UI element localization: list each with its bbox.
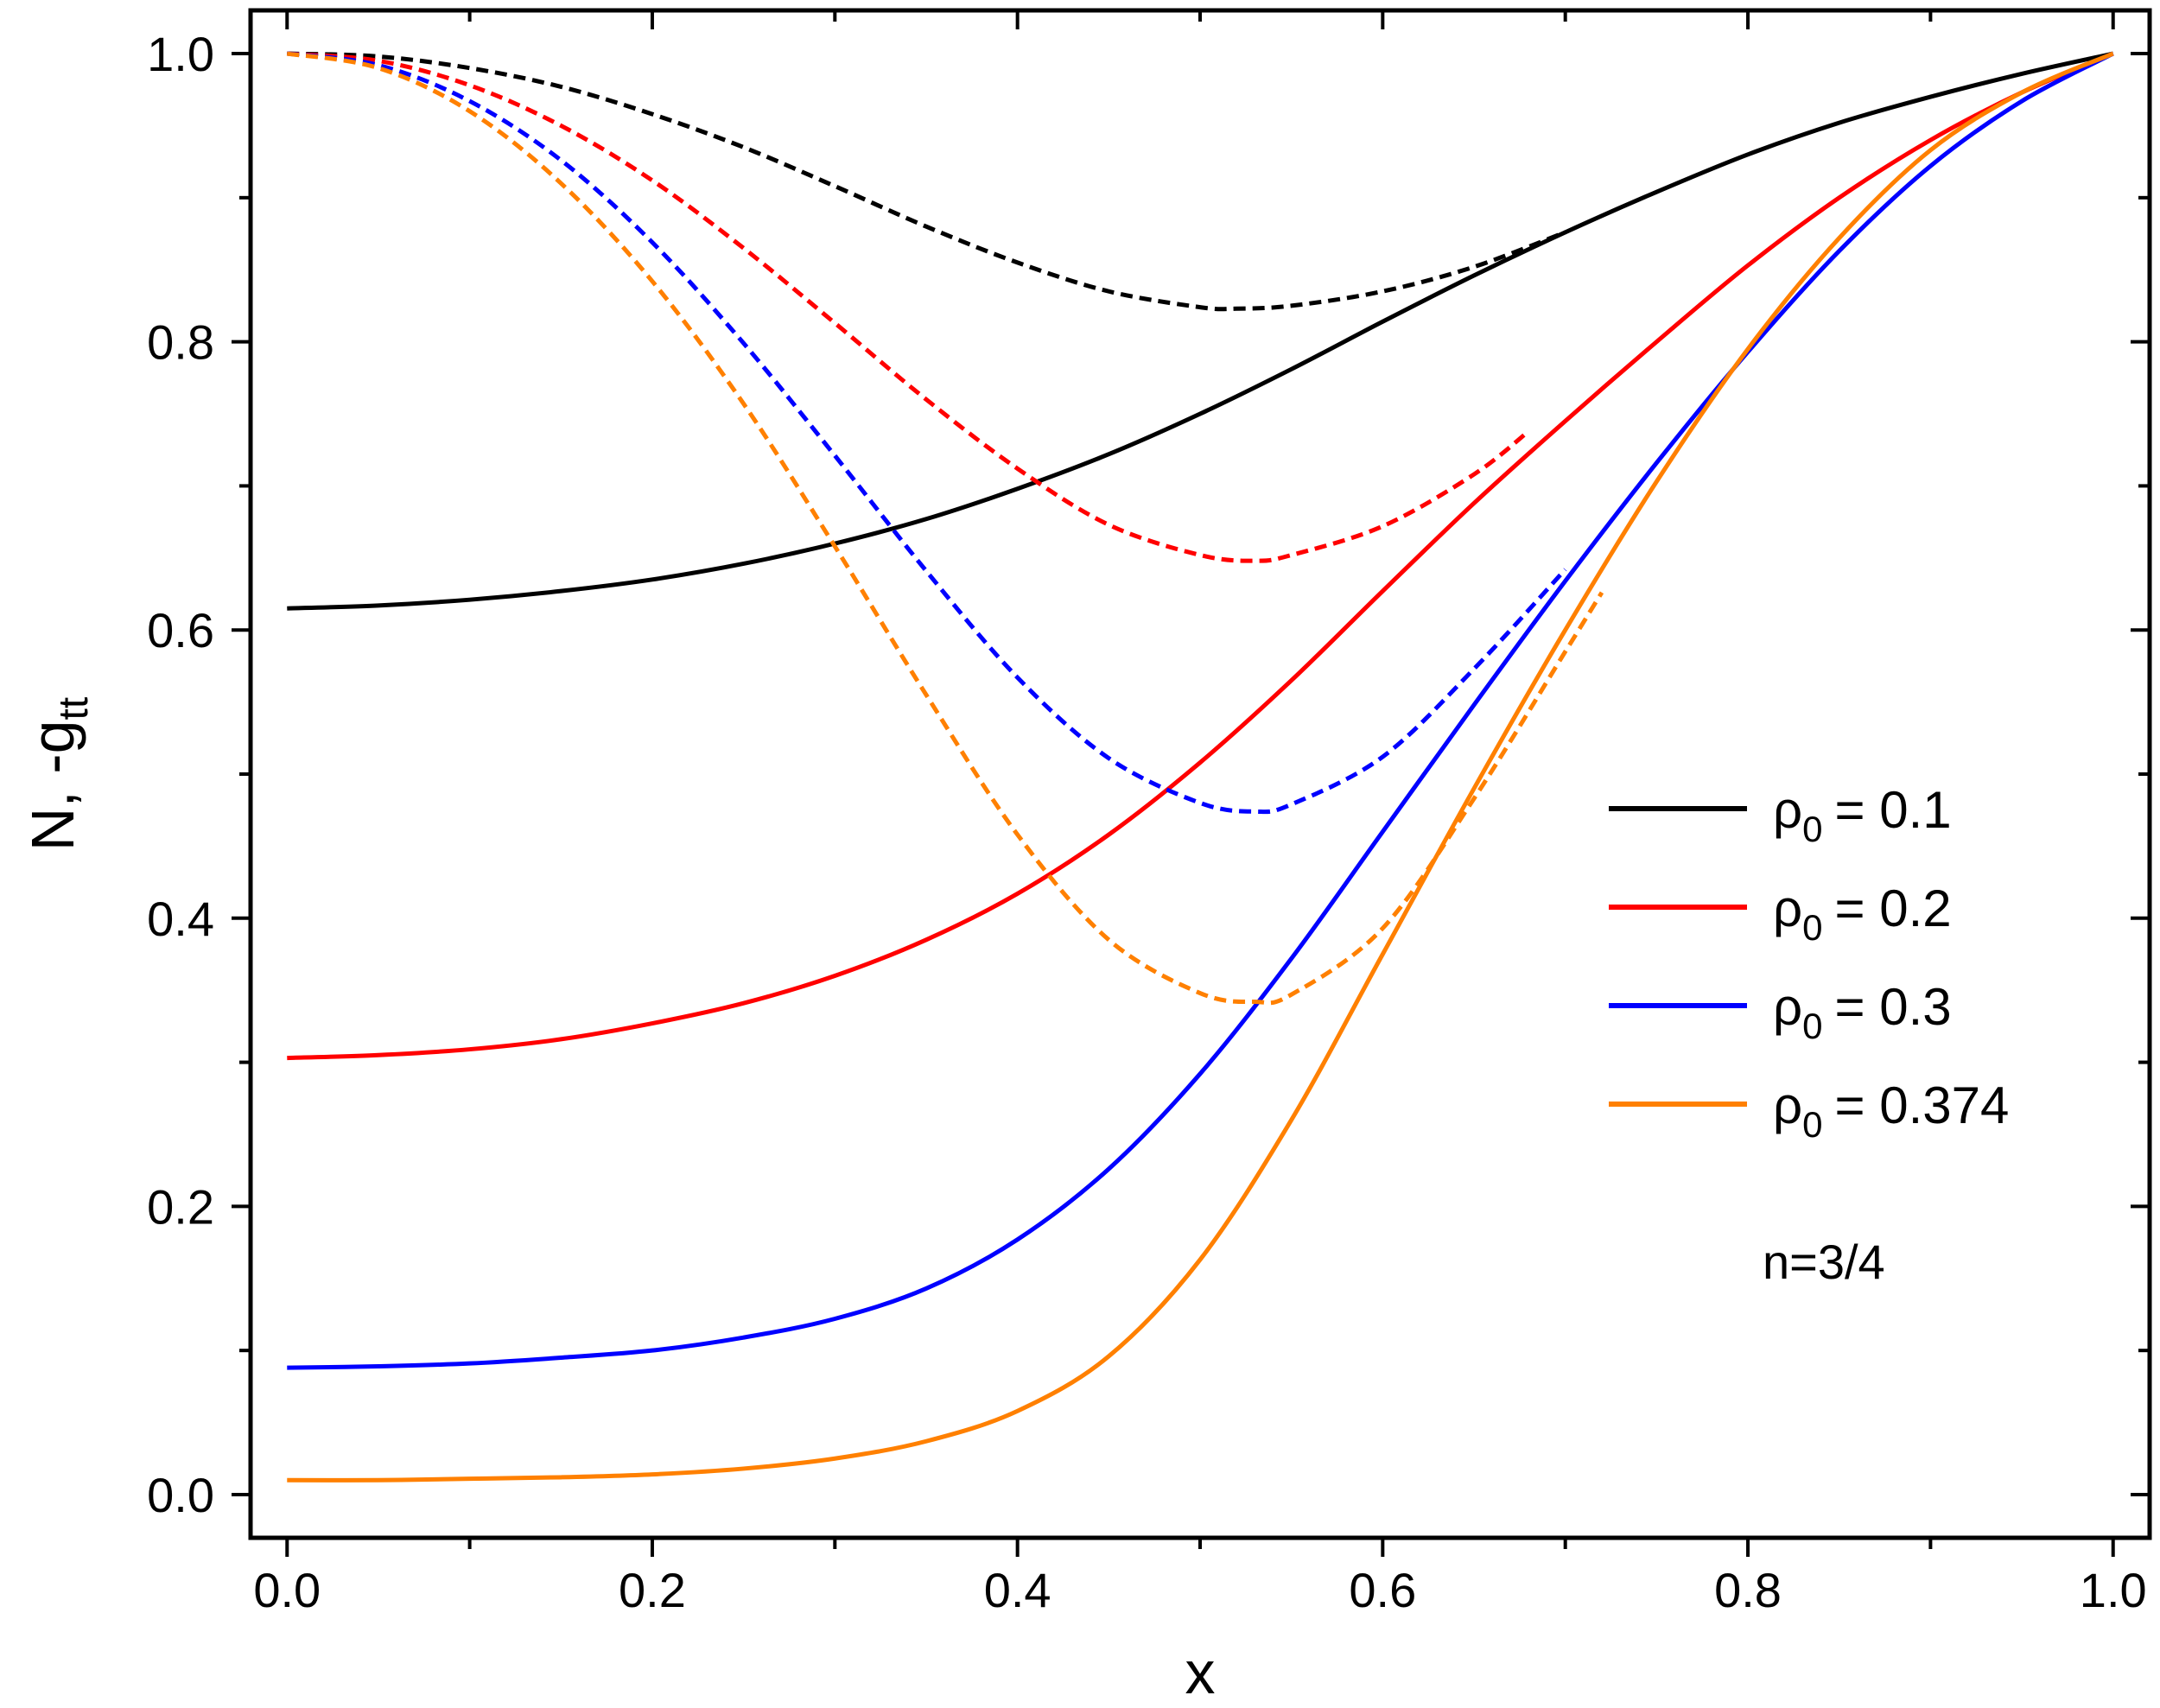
legend-value: = 0.1	[1835, 781, 1952, 839]
series-3-n-line	[287, 51, 2114, 1370]
plot-frame	[248, 8, 2152, 1540]
axes: 0.0 0.2 0.4 0.6 0.8 1.0 0.0 0.2 0.4 0.6 0.8 1.0 x N, …	[19, 8, 2152, 1706]
series-3-gtt-line	[286, 51, 1567, 815]
x-tick-label: 0.0	[253, 1563, 321, 1617]
series-4-gtt-line	[286, 51, 1604, 1006]
legend-symbol: ρ	[1773, 781, 1802, 839]
legend-label: ρ0 = 0.2	[1773, 879, 1952, 948]
x-axis-title: x	[1185, 1639, 1216, 1706]
legend-value: = 0.374	[1835, 1076, 2010, 1134]
legend: ρ0 = 0.1ρ0 = 0.2ρ0 = 0.3ρ0 = 0.374	[1609, 781, 2009, 1145]
legend-value: = 0.3	[1835, 978, 1952, 1036]
legend-label: ρ0 = 0.1	[1773, 781, 1952, 849]
x-tick-label: 1.0	[2080, 1563, 2147, 1617]
legend-subscript: 0	[1802, 809, 1822, 849]
legend-value: = 0.2	[1835, 879, 1952, 937]
annotation-n: n=3/4	[1763, 1235, 1885, 1289]
legend-subscript: 0	[1802, 907, 1822, 948]
x-tick-label: 0.4	[984, 1563, 1051, 1617]
series-1-gtt-line	[287, 51, 1566, 312]
y-axis-title-subscript: tt	[51, 697, 97, 721]
legend-subscript: 0	[1802, 1006, 1822, 1046]
plot-lines	[286, 51, 2114, 1483]
legend-symbol: ρ	[1773, 879, 1802, 937]
y-axis-title: N, -gtt	[19, 697, 97, 851]
y-tick-label: 0.8	[147, 315, 214, 370]
legend-label: ρ0 = 0.374	[1773, 1076, 2009, 1145]
legend-label: ρ0 = 0.3	[1773, 978, 1952, 1046]
legend-subscript: 0	[1802, 1104, 1822, 1145]
series-4-n-line	[287, 51, 2114, 1483]
x-tick-label: 0.6	[1349, 1563, 1416, 1617]
x-tick-label: 0.2	[619, 1563, 686, 1617]
y-tick-label: 1.0	[147, 27, 214, 81]
y-tick-label: 0.6	[147, 603, 214, 657]
series-2-n-line	[287, 51, 2114, 1061]
legend-symbol: ρ	[1773, 978, 1802, 1036]
y-tick-label: 0.4	[147, 892, 214, 946]
y-axis-title-main: N, -g	[19, 720, 86, 851]
series-2-gtt-line	[287, 51, 1530, 563]
series-1-n-line	[287, 51, 2114, 611]
x-tick-label: 0.8	[1714, 1563, 1782, 1617]
legend-symbol: ρ	[1773, 1076, 1802, 1134]
y-tick-label: 0.0	[147, 1468, 214, 1522]
y-tick-label: 0.2	[147, 1179, 214, 1234]
